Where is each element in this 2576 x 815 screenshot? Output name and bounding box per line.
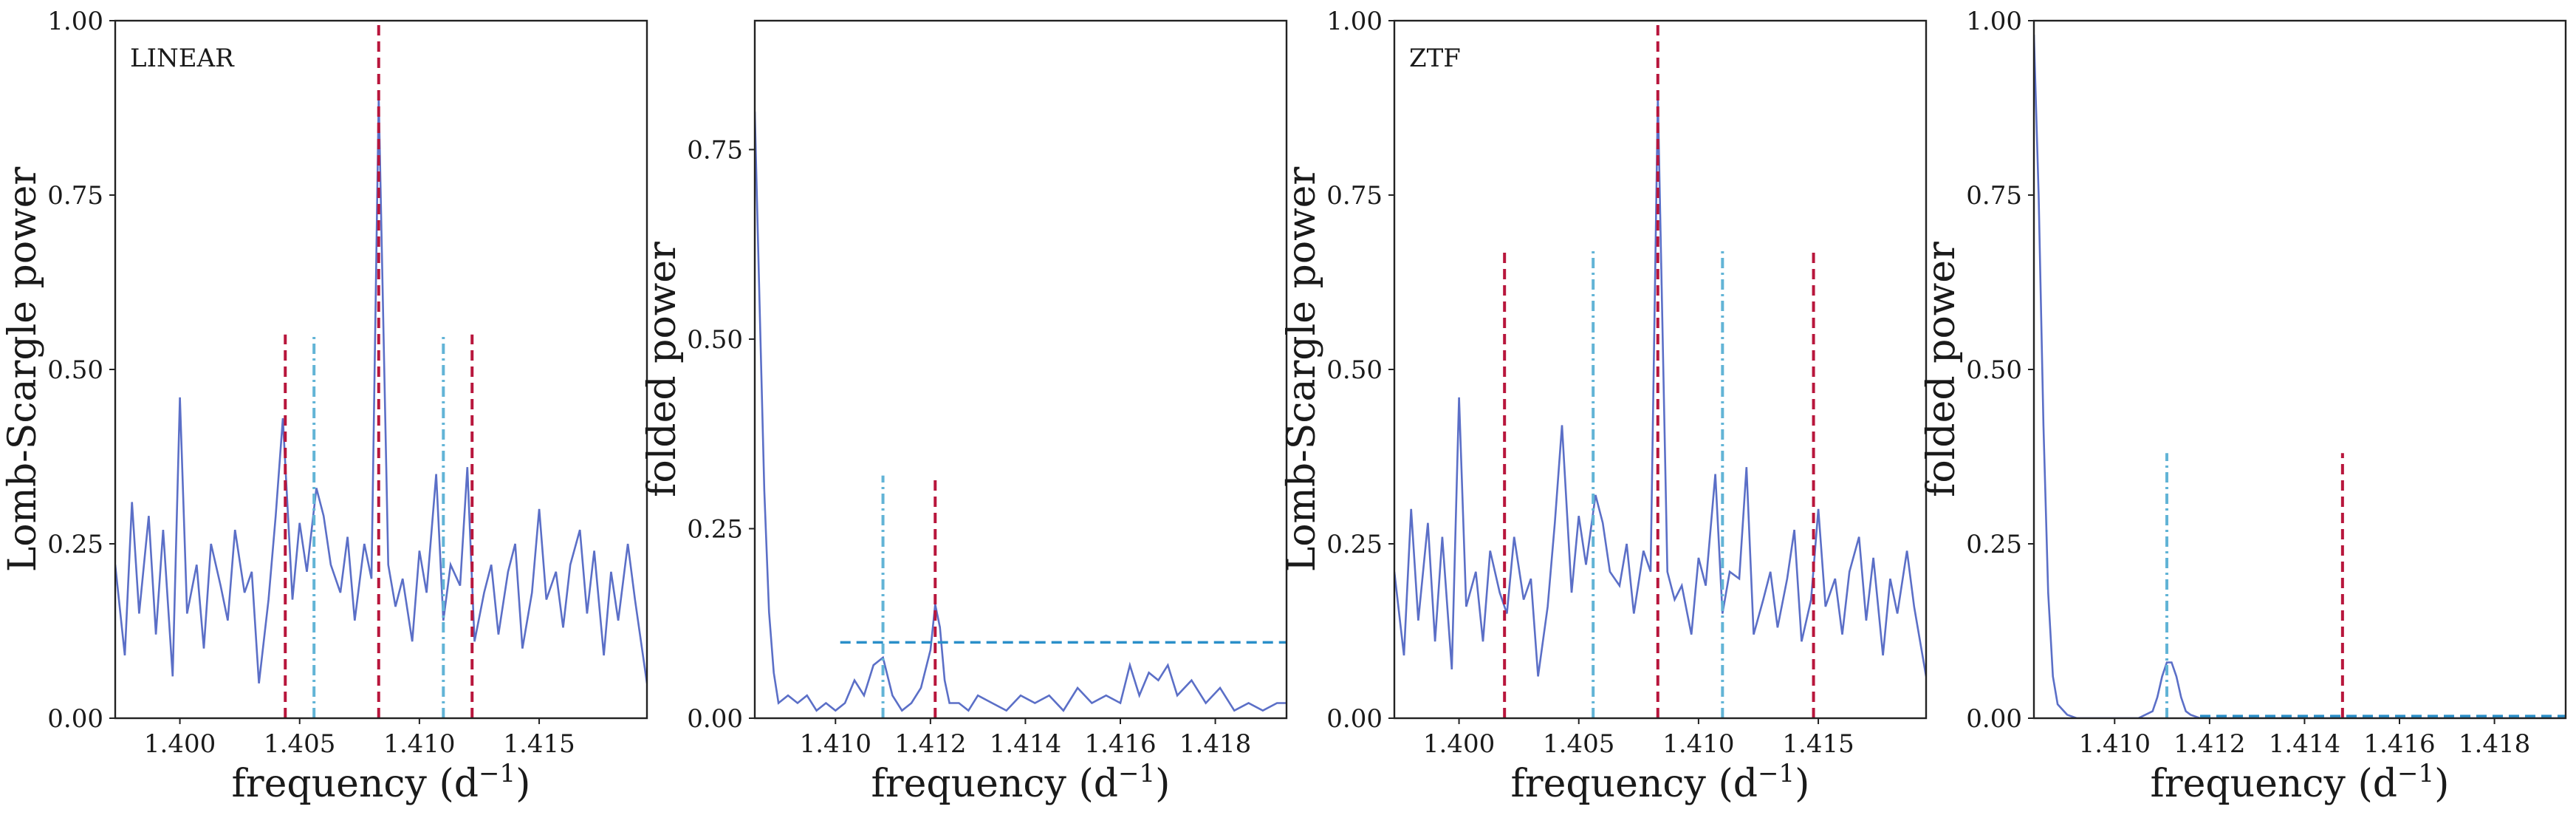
axes-frame <box>114 19 648 720</box>
x-tick-label: 1.415 <box>503 729 575 759</box>
y-tick-label: 0.00 <box>687 704 743 734</box>
y-tick-label: 0.75 <box>687 135 743 165</box>
x-tick-label: 1.414 <box>990 729 1061 759</box>
x-tick-label: 1.415 <box>1782 729 1854 759</box>
y-tick-label: 0.75 <box>47 181 103 211</box>
y-tick-label: 0.25 <box>687 514 743 544</box>
x-axis-label: frequency (d−1) <box>871 759 1171 806</box>
x-tick-label: 1.405 <box>1543 729 1614 759</box>
x-axis-label: frequency (d−1) <box>1511 759 1810 806</box>
y-tick-label: 0.75 <box>1966 181 2022 211</box>
x-tick-label: 1.414 <box>2269 729 2340 759</box>
x-tick-label: 1.416 <box>1084 729 1156 759</box>
panel-1: 1.400 1.405 1.410 1.415 0.00 0.25 0.50 0.75 1.00… <box>1 7 648 806</box>
panel-2: 1.410 1.412 1.414 1.416 1.418 0.00 0.25 0.50 0.7… <box>640 19 1288 806</box>
x-tick-label: 1.410 <box>1662 729 1734 759</box>
y-tick-label: 0.50 <box>1326 355 1383 385</box>
y-tick-label: 0.25 <box>1966 530 2022 559</box>
x-tick-label: 1.416 <box>2363 729 2435 759</box>
axes-frame <box>1393 19 1928 720</box>
axes-frame <box>2032 19 2567 720</box>
x-tick-label: 1.410 <box>2079 729 2151 759</box>
x-tick-label: 1.418 <box>2459 729 2530 759</box>
panel-3: 1.400 1.405 1.410 1.415 0.00 0.25 0.50 0.75 1.00… <box>1280 7 1928 806</box>
x-tick-label: 1.410 <box>383 729 455 759</box>
x-tick-label: 1.412 <box>2174 729 2245 759</box>
y-axis-label: Lomb-Scargle power <box>1280 167 1324 573</box>
y-axis-label: folded power <box>1919 242 1964 497</box>
y-tick-label: 0.50 <box>1966 355 2022 385</box>
panel-label: LINEAR <box>130 44 235 73</box>
panel-label: ZTF <box>1409 44 1461 73</box>
y-tick-label: 0.00 <box>1966 704 2022 734</box>
x-tick-label: 1.405 <box>264 729 335 759</box>
x-tick-label: 1.418 <box>1179 729 1251 759</box>
y-tick-label: 0.50 <box>687 325 743 355</box>
x-tick-label: 1.412 <box>894 729 966 759</box>
panel-4: 1.410 1.412 1.414 1.416 1.418 0.00 0.25 0.50 0.7… <box>1919 7 2567 806</box>
y-axis-label: folded power <box>640 242 685 497</box>
power-curve <box>115 97 647 683</box>
x-axis-label: frequency (d−1) <box>2151 759 2450 806</box>
y-tick-label: 0.50 <box>47 355 103 385</box>
x-tick-label: 1.400 <box>144 729 216 759</box>
x-tick-label: 1.410 <box>800 729 871 759</box>
y-tick-label: 0.00 <box>47 704 103 734</box>
y-tick-label: 0.75 <box>1326 181 1383 211</box>
y-tick-label: 1.00 <box>1326 7 1383 36</box>
y-axis-label: Lomb-Scargle power <box>1 167 45 573</box>
y-tick-label: 1.00 <box>1966 7 2022 36</box>
y-tick-label: 0.25 <box>47 530 103 559</box>
y-tick-label: 0.25 <box>1326 530 1383 559</box>
axes-frame <box>753 19 1288 720</box>
power-curve <box>1394 97 1926 677</box>
y-tick-label: 0.00 <box>1326 704 1383 734</box>
x-tick-label: 1.400 <box>1423 729 1495 759</box>
y-tick-label: 1.00 <box>47 7 103 36</box>
power-curve <box>755 112 1287 712</box>
x-axis-label: frequency (d−1) <box>232 759 531 806</box>
power-curve <box>2034 34 2566 718</box>
